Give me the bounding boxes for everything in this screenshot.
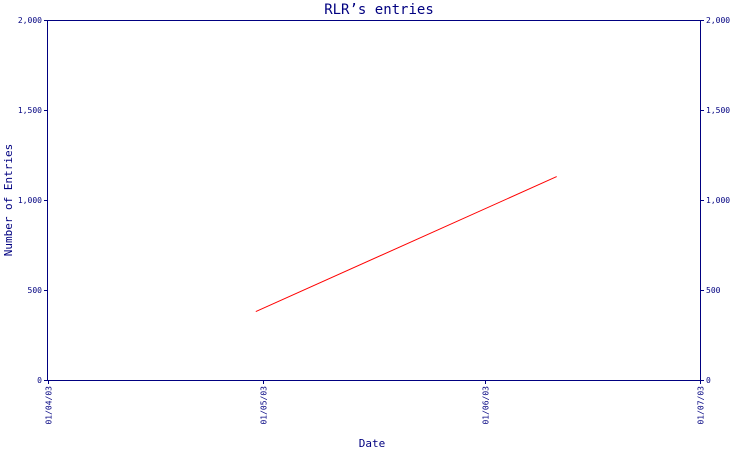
y-axis-left: 0 500 1,000 1,500 2,000 [18,16,48,385]
y-tick-label-right: 0 [706,376,711,385]
y-tick-label-right: 1,500 [706,106,730,115]
x-axis: 01/04/03 01/05/03 01/06/03 01/07/03 [45,380,706,425]
y-tick-label-left: 1,500 [18,106,42,115]
y-tick-label-left: 1,000 [18,196,42,205]
x-tick-label: 01/06/03 [482,386,491,425]
y-tick-label-right: 1,000 [706,196,730,205]
y-tick-label-left: 500 [28,286,43,295]
x-tick-label: 01/05/03 [260,386,269,425]
y-tick-label-left: 0 [37,376,42,385]
x-tick-label: 01/04/03 [45,386,54,425]
plot-area [47,20,701,381]
x-axis-label: Date [359,437,386,450]
series-line [255,176,557,313]
chart-title: RLR’s entries [324,2,434,18]
x-tick-label: 01/07/03 [697,386,706,425]
y-axis-right: 0 500 1,000 1,500 2,000 [700,16,730,385]
y-axis-label: Number of Entries [2,144,15,257]
series-group [255,176,557,313]
y-tick-label-right: 500 [706,286,721,295]
y-tick-label-left: 2,000 [18,16,42,25]
y-tick-label-right: 2,000 [706,16,730,25]
